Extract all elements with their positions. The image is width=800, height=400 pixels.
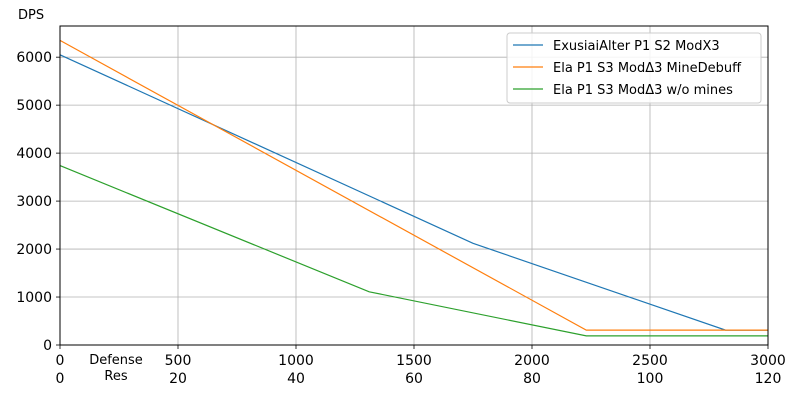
x-tick-label: 2000	[514, 353, 550, 369]
x-tick-label: 3000	[750, 353, 786, 369]
x-secondary-tick-label: 100	[637, 371, 664, 387]
x-secondary-tick-label: 80	[523, 371, 541, 387]
x-axis-label-defense: Defense	[89, 353, 143, 368]
legend-entry: Ela P1 S3 ModΔ3 w/o mines	[553, 83, 733, 98]
y-tick-label: 4000	[16, 146, 52, 162]
legend-entry: ExusiaiAlter P1 S2 ModX3	[553, 39, 720, 54]
legend: ExusiaiAlter P1 S2 ModX3 Ela P1 S3 ModΔ3 …	[506, 32, 762, 104]
x-secondary-tick-label: 60	[405, 371, 423, 387]
y-axis-label: DPS	[18, 8, 44, 23]
x-secondary-tick-label: 40	[287, 371, 305, 387]
y-tick-label: 1000	[16, 290, 52, 306]
x-tick-label: 0	[56, 353, 65, 369]
x-axis-label-res: Res	[104, 369, 127, 384]
x-tick-label: 1000	[278, 353, 314, 369]
y-tick-label: 5000	[16, 98, 52, 114]
y-tick-label: 0	[43, 338, 52, 354]
y-tick-label: 2000	[16, 242, 52, 258]
series-line	[59, 39, 768, 331]
y-tick-label: 6000	[16, 50, 52, 66]
legend-entry: Ela P1 S3 ModΔ3 MineDebuff	[553, 61, 742, 76]
x-secondary-tick-label: 120	[755, 371, 782, 387]
axis-ticks: 0050020100040150060200080250010030001200…	[16, 50, 785, 387]
x-tick-label: 1500	[396, 353, 432, 369]
legend-box	[506, 32, 762, 104]
x-secondary-tick-label: 20	[169, 371, 187, 387]
x-tick-label: 2500	[632, 353, 668, 369]
series-line	[59, 165, 768, 337]
series-lines	[59, 39, 768, 337]
x-tick-label: 500	[165, 353, 192, 369]
x-secondary-tick-label: 0	[56, 371, 65, 387]
y-tick-label: 3000	[16, 194, 52, 210]
